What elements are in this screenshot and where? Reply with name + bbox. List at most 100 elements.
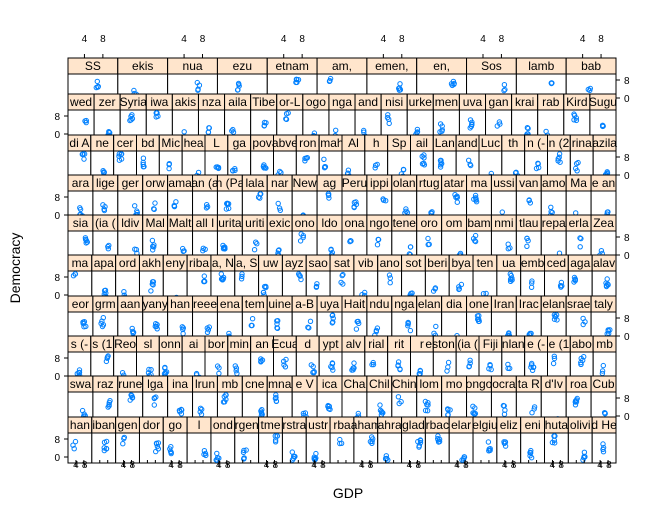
data-point: [232, 363, 239, 369]
data-point: [314, 281, 320, 287]
panel-strip: [590, 214, 617, 232]
data-point: [94, 78, 101, 85]
panel: (ia (: [92, 214, 119, 262]
x-tick-label: 4: [454, 460, 460, 471]
data-point: [302, 155, 308, 162]
panel: a, S: [234, 254, 260, 302]
panel-strip-label: nza: [202, 95, 222, 109]
panel: ogo: [302, 93, 330, 141]
data-point: [553, 312, 560, 318]
data-point: [466, 364, 472, 370]
panel: ag: [316, 174, 343, 222]
data-point: [195, 86, 201, 92]
panel: aga: [567, 254, 593, 302]
data-point: [407, 244, 414, 250]
data-point: [248, 322, 255, 329]
panel: uriti: [241, 214, 268, 262]
data-point: [103, 358, 110, 365]
x-tick-label: 8: [558, 460, 564, 471]
panel-strip-label: erla: [569, 216, 589, 230]
panel-strip-label: ocra: [492, 377, 516, 391]
panel: rina: [569, 134, 594, 182]
data-point: [384, 114, 391, 121]
panel: abve: [272, 134, 298, 182]
x-tick-label: 4: [121, 460, 127, 471]
panel-strip-label: ag: [323, 176, 336, 190]
panel-strip-label: uya: [320, 297, 340, 311]
panel: ustr: [305, 416, 331, 464]
data-point: [466, 157, 472, 164]
panel-strip-label: n (-: [527, 136, 545, 150]
panel-strip-label: n (Pa: [216, 176, 245, 190]
data-point: [454, 194, 460, 201]
panel-strip-label: ina: [172, 377, 188, 391]
panel-strip-label: ano: [380, 256, 400, 270]
panel: gan: [485, 93, 513, 141]
panel-strip-label: mb: [596, 337, 613, 351]
panel: bor: [204, 335, 229, 383]
panel-strip-label: s (-: [71, 337, 88, 351]
data-point: [438, 157, 444, 164]
panel: ced: [544, 254, 569, 302]
data-point: [118, 151, 125, 157]
data-point: [524, 125, 531, 131]
y-tick-label: 8: [54, 112, 60, 123]
panel-strip-label: pov: [252, 136, 271, 150]
panel-strip-label: aila: [228, 95, 247, 109]
data-point: [153, 394, 159, 400]
data-point: [154, 326, 160, 332]
panel-strip-label: akis: [175, 95, 196, 109]
panel-strip-label: azila: [592, 136, 617, 150]
panel: Tibe: [250, 93, 278, 141]
data-point: [598, 248, 605, 254]
data-point: [230, 167, 236, 174]
panel-strip-label: rune: [118, 377, 142, 391]
data-point: [550, 360, 557, 367]
data-point: [101, 447, 108, 454]
panel-strip-label: e V: [296, 377, 314, 391]
data-point: [403, 206, 409, 212]
panel-strip-label: one: [469, 297, 489, 311]
panel-strip-label: Mal: [146, 216, 165, 230]
panel: ama: [167, 174, 194, 222]
data-point: [433, 323, 439, 330]
data-point: [405, 321, 411, 327]
panel: abo: [569, 335, 594, 383]
data-point: [283, 111, 290, 117]
y-axis-left-ticks: 80: [54, 354, 68, 383]
data-point: [76, 369, 83, 376]
data-point: [456, 286, 462, 293]
y-tick-label: 0: [624, 412, 630, 423]
data-point: [105, 246, 112, 252]
data-point: [129, 392, 135, 399]
panel-strip-label: rgen: [235, 418, 259, 432]
y-axis-right-ticks: 80: [616, 394, 630, 423]
panel-strip-label: rit: [394, 337, 405, 351]
panel: ond: [210, 416, 236, 464]
panel: ldiv: [117, 214, 144, 262]
data-point: [121, 435, 127, 442]
panel: Fiji: [478, 335, 503, 383]
data-point: [458, 281, 465, 288]
data-point: [507, 278, 514, 284]
panel: raz: [92, 375, 119, 423]
y-tick-label: 0: [624, 332, 630, 343]
data-point: [587, 85, 593, 92]
panel: Sp: [387, 134, 411, 182]
panel-strip-label: huta: [545, 418, 569, 432]
panel-strip: [592, 335, 617, 353]
panel: sat: [329, 254, 355, 302]
panel: e V: [291, 375, 318, 423]
panel-strip-label: bya: [451, 256, 471, 270]
data-point: [273, 392, 279, 398]
data-point: [99, 323, 106, 330]
panel-strip-label: eliz: [500, 418, 518, 432]
data-point: [549, 439, 556, 446]
panel-strip-label: uva: [463, 95, 483, 109]
panel: amo: [540, 174, 567, 222]
panel: uya: [316, 295, 343, 343]
data-point: [556, 154, 562, 160]
panel-strip-label: uw: [263, 256, 279, 270]
data-point: [529, 278, 535, 284]
data-point: [528, 364, 534, 370]
